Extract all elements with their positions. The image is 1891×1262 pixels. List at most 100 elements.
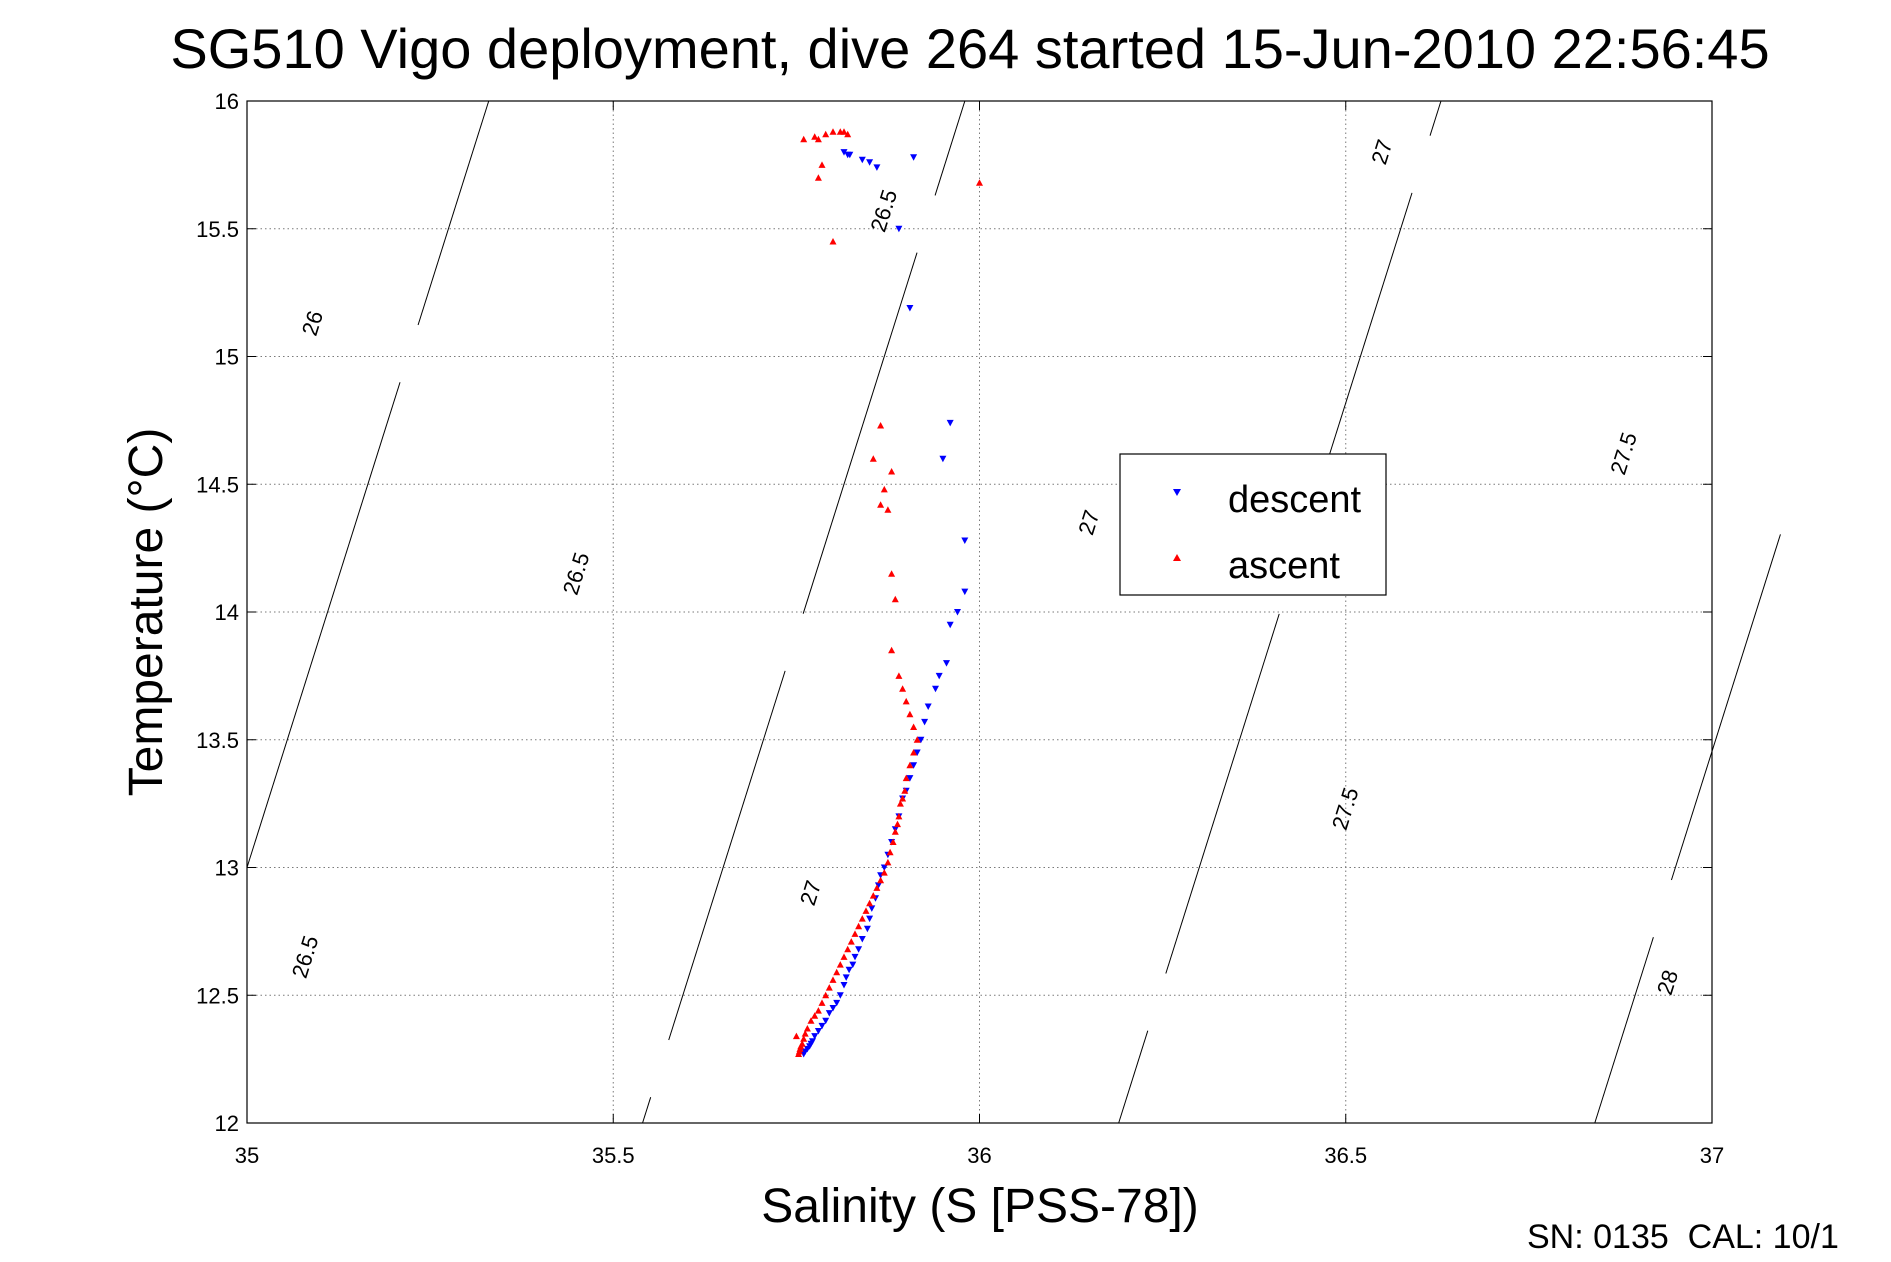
ascent-point — [814, 1007, 822, 1014]
y-tick-label: 15.5 — [196, 217, 239, 242]
y-tick-label: 15 — [215, 345, 239, 370]
descent-point — [863, 925, 871, 933]
y-tick-label: 13.5 — [196, 728, 239, 753]
ascent-point — [869, 892, 877, 899]
legend-box — [1119, 453, 1387, 596]
x-tick-label: 37 — [1700, 1143, 1724, 1168]
descent-point — [818, 1022, 826, 1030]
isopycnal-line — [1165, 613, 1280, 974]
ascent-point — [888, 468, 896, 475]
ascent-point — [855, 922, 863, 930]
ascent-point — [888, 570, 896, 577]
ascent-point — [825, 984, 833, 991]
descent-point — [866, 159, 874, 166]
x-tick-label: 36 — [967, 1143, 991, 1168]
ascent-point — [891, 828, 899, 835]
ascent-point — [896, 800, 904, 807]
y-tick-label: 13 — [215, 856, 239, 881]
descent-point — [849, 961, 857, 969]
descent-point — [800, 1051, 808, 1058]
descent-point — [836, 992, 844, 999]
ascent-point — [829, 976, 837, 983]
descent-point — [842, 974, 850, 981]
data-points — [792, 128, 983, 1058]
ascent-point — [877, 501, 885, 508]
ascent-point — [803, 1025, 811, 1032]
ascent-point — [822, 130, 830, 138]
ascent-point — [976, 179, 983, 186]
ascent-point — [884, 858, 892, 866]
isopycnal-line — [1429, 100, 1442, 136]
isopycnal-line — [417, 100, 490, 326]
descent-point — [822, 1017, 830, 1025]
ascent-point — [795, 1050, 803, 1057]
isopycnal-line — [668, 670, 786, 1041]
ascent-point — [818, 161, 826, 168]
x-axis-label: Salinity (S [PSS-78]) — [761, 1180, 1198, 1233]
ascent-point — [880, 485, 888, 493]
y-axis-label: Temperature (°C) — [120, 428, 173, 797]
descent-point — [939, 455, 947, 463]
ascent-point — [800, 135, 808, 143]
isopycnal-label: 27 — [1073, 507, 1104, 538]
ascent-point — [829, 238, 837, 245]
ascent-point — [873, 884, 881, 891]
legend-label-ascent: ascent — [1228, 545, 1340, 587]
ascent-point — [902, 774, 910, 782]
descent-point — [946, 419, 954, 427]
descent-point — [932, 685, 939, 693]
ascent-point — [840, 128, 848, 135]
y-tick-label: 12 — [215, 1111, 239, 1136]
ascent-point — [913, 736, 921, 743]
isopycnal-label: 27 — [1366, 137, 1397, 168]
ascent-point — [829, 128, 837, 135]
descent-point — [840, 982, 848, 989]
x-tick-label: 36.5 — [1324, 1143, 1367, 1168]
descent-point — [913, 749, 921, 756]
descent-point — [868, 905, 876, 912]
descent-point — [811, 1033, 819, 1040]
descent-point — [851, 953, 859, 961]
axis-ticks: 35 35.5 36 36.5 37 12 12.5 13 13.5 14 14.5 15 15.5 16 — [196, 89, 1724, 1168]
descent-point — [858, 936, 866, 943]
legend-marker-ascent — [1173, 554, 1181, 561]
ascent-point — [840, 953, 848, 960]
descent-point — [825, 1010, 833, 1017]
isopycnal-label: 26 — [297, 308, 328, 339]
ascent-point — [801, 1030, 809, 1037]
descent-point — [943, 660, 950, 667]
ascent-point — [889, 838, 897, 845]
descent-point — [829, 1005, 837, 1012]
descent-point — [845, 966, 853, 974]
ascent-point — [888, 646, 896, 654]
descent-point — [924, 703, 932, 710]
x-tick-label: 35.5 — [592, 1143, 635, 1168]
descent-point — [840, 149, 848, 156]
isopycnal-line — [1670, 534, 1781, 881]
ascent-point — [880, 869, 888, 876]
ascent-point — [884, 506, 892, 513]
y-tick-label: 12.5 — [196, 983, 239, 1008]
isopycnal-label: 27.5 — [1327, 784, 1364, 832]
ascent-point — [906, 761, 914, 769]
isopycnal-line — [1118, 1030, 1149, 1124]
x-tick-label: 35 — [235, 1143, 259, 1168]
ascent-point — [902, 697, 910, 705]
descent-point — [814, 1028, 822, 1035]
ascent-point — [858, 915, 866, 922]
isopycnal-label: 27.5 — [1605, 429, 1642, 477]
ascent-point — [886, 848, 894, 856]
descent-point — [895, 225, 903, 233]
ascent-point — [894, 820, 901, 828]
ascent-point — [814, 174, 822, 181]
ascent-point — [814, 135, 822, 143]
isopycnal-line — [1594, 937, 1654, 1124]
descent-point — [935, 672, 943, 680]
ascent-point — [822, 991, 830, 999]
ascent-point — [899, 795, 907, 802]
descent-point — [961, 537, 969, 544]
ascent-point — [910, 749, 918, 756]
ascent-point — [800, 1035, 808, 1042]
ascent-point — [866, 899, 874, 907]
